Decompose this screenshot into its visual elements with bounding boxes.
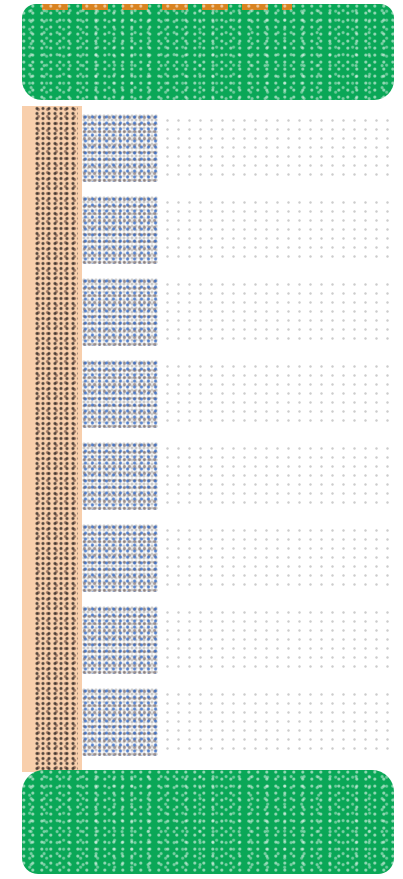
list-item-thumbnail <box>82 442 158 510</box>
list-item[interactable] <box>82 682 394 762</box>
list-item-text-area <box>162 690 390 754</box>
list-item-thumbnail <box>82 196 158 264</box>
list-item-text-area <box>162 608 390 672</box>
sidebar-texture <box>34 106 78 772</box>
list-item[interactable] <box>82 518 394 598</box>
list-item[interactable] <box>82 108 394 188</box>
list-item-text-area <box>162 280 390 344</box>
list-item-thumbnail <box>82 606 158 674</box>
bottom-bar <box>22 770 394 874</box>
top-bar-texture <box>22 4 394 100</box>
top-bar <box>22 4 394 100</box>
list-item-text-area <box>162 116 390 180</box>
bottom-bar-texture <box>22 770 394 874</box>
list-item-thumbnail <box>82 360 158 428</box>
content-list <box>82 108 394 768</box>
list-item-text-area <box>162 198 390 262</box>
list-item-text-area <box>162 444 390 508</box>
list-item[interactable] <box>82 436 394 516</box>
list-item[interactable] <box>82 190 394 270</box>
list-item[interactable] <box>82 600 394 680</box>
list-item-text-area <box>162 362 390 426</box>
list-item-thumbnail <box>82 114 158 182</box>
list-item-thumbnail <box>82 688 158 756</box>
list-item-text-area <box>162 526 390 590</box>
list-item[interactable] <box>82 354 394 434</box>
list-item-thumbnail <box>82 524 158 592</box>
list-item-thumbnail <box>82 278 158 346</box>
list-item[interactable] <box>82 272 394 352</box>
left-sidebar <box>22 106 82 772</box>
